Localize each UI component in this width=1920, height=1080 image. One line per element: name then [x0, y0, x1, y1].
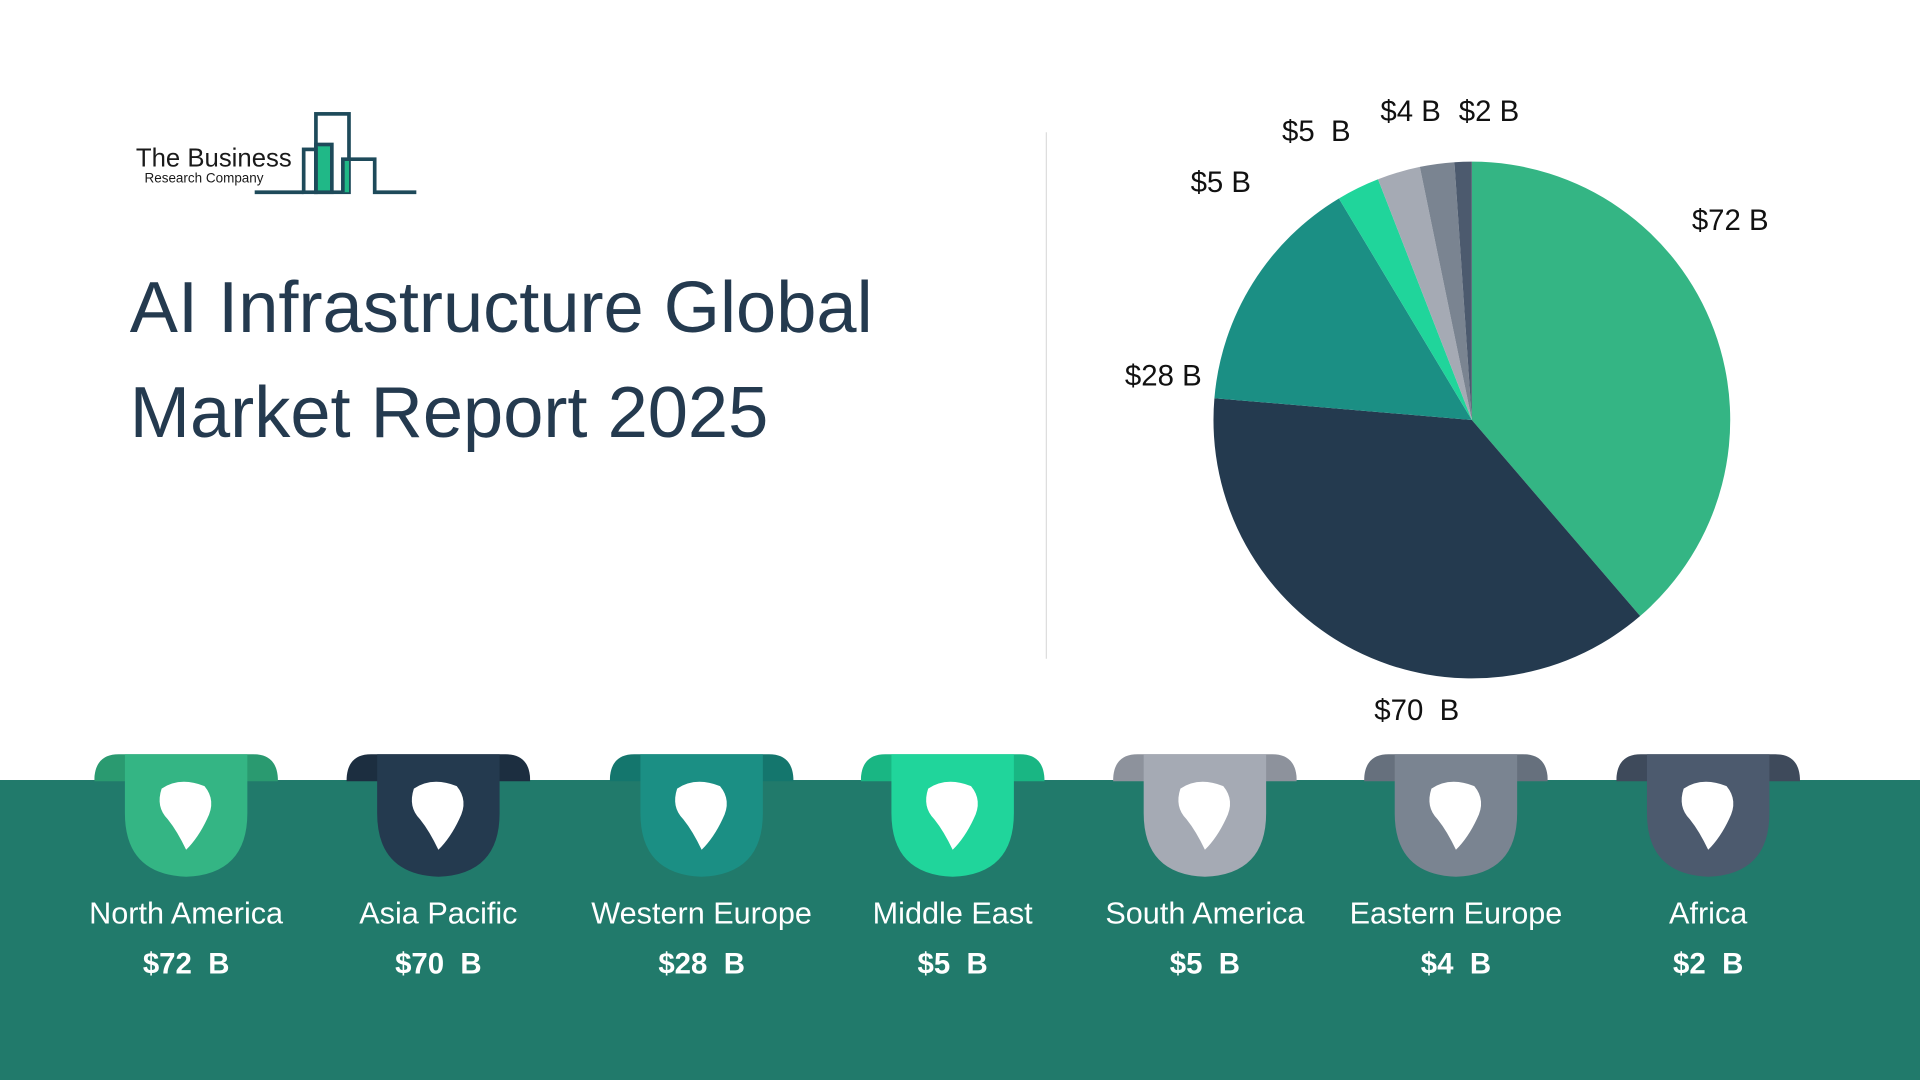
pie-data-label: $4 B [1380, 95, 1440, 128]
pie-data-label: $72 B [1692, 204, 1769, 237]
logo-line2: Research Company [144, 171, 264, 187]
region-name: North America [89, 896, 284, 931]
region-badge [1364, 754, 1548, 877]
divider [1045, 132, 1047, 659]
region-name: Africa [1669, 896, 1748, 931]
region-map-icon [1178, 781, 1231, 850]
pie-slice-middle-east [1338, 179, 1472, 421]
pie-chart: $72 B $70 B $28 B $5 B $5 B $4 B $2 B [1125, 95, 1769, 727]
region-badge [860, 754, 1045, 877]
title-line-1: AI Infrastructure Global [129, 266, 873, 348]
region-value: $72 B [142, 947, 230, 981]
region-value: $2 B [1673, 947, 1744, 981]
title-line-2: Market Report 2025 [129, 372, 769, 454]
pie-data-label: $5 B [1282, 115, 1351, 148]
pie-slice-north-america [1471, 161, 1731, 617]
pie-slice-western-europe [1214, 198, 1472, 421]
region-name: Middle East [872, 896, 1033, 931]
pie-data-label: $2 B [1459, 95, 1519, 128]
region-map-icon [1429, 781, 1482, 850]
region-value: $70 B [395, 947, 482, 981]
company-logo: The Business Research Company [132, 110, 426, 196]
buildings-logo-icon [254, 112, 417, 195]
region-map-icon [159, 781, 212, 850]
region-badge [609, 754, 794, 877]
region-value: $5 B [1169, 947, 1241, 981]
region-name: Asia Pacific [359, 896, 518, 931]
logo-line1: The Business [135, 144, 292, 173]
region-name: Eastern Europe [1349, 896, 1563, 931]
region-badge [94, 754, 278, 877]
region-map-icon [1681, 781, 1734, 850]
pie-slice-africa [1454, 161, 1472, 421]
pie-data-label: $5 B [1191, 166, 1251, 199]
region-value: $5 B [917, 947, 988, 981]
page-title: AI Infrastructure Global Market Report 2… [130, 255, 987, 466]
region-map-icon [411, 781, 464, 850]
region-value: $28 B [658, 947, 745, 981]
pie-data-label: $70 B [1374, 694, 1459, 727]
region-value: $4 B [1420, 947, 1492, 981]
pie-slice-asia-pacific [1213, 398, 1641, 679]
region-name: Western Europe [591, 896, 812, 931]
region-map-icon [926, 781, 978, 850]
region-map-icon [675, 781, 727, 850]
region-badge [346, 754, 531, 877]
region-badge [1616, 754, 1801, 877]
pie-data-label: $28 B [1125, 360, 1202, 393]
pie-slice-south-america [1378, 166, 1472, 421]
region-name: South America [1105, 896, 1305, 931]
region-badge [1113, 754, 1297, 877]
pie-slice-eastern-europe [1419, 162, 1472, 421]
